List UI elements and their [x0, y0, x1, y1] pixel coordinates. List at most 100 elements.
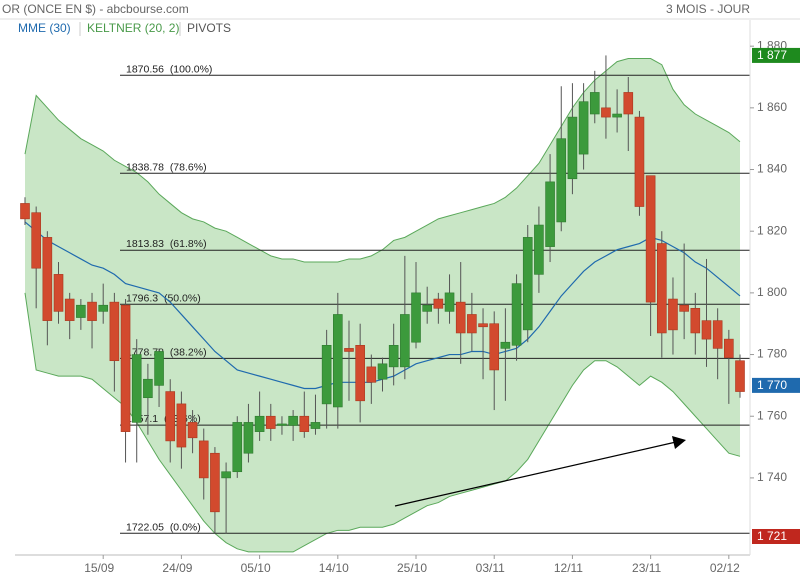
price-badge-label: 1 877 [757, 48, 787, 62]
pivot-label: 1813.83 (61.8%) [126, 238, 207, 250]
candle-body [355, 344, 365, 402]
candle-body [623, 92, 634, 115]
pivot-pct: (100.0%) [170, 63, 213, 75]
candle-body [668, 298, 678, 331]
candle-body [634, 116, 645, 207]
candle-body [433, 298, 444, 309]
candle-body [232, 422, 243, 473]
candle-body [400, 314, 410, 368]
price-badge [752, 377, 800, 393]
pivot-price: 1870.56 [126, 63, 164, 75]
candle-body [76, 304, 86, 318]
candle-body [612, 113, 622, 118]
pivot-price: 1757.1 [126, 413, 158, 425]
pivot-label: 1722.05 (0.0%) [126, 521, 201, 533]
y-tick-label: 1 840 [757, 162, 787, 176]
pivot-pct: (0.0%) [170, 521, 201, 533]
x-tick-label: 03/11 [476, 561, 505, 575]
candle-body [53, 274, 64, 312]
candle-body [556, 138, 567, 223]
candle-body [120, 304, 131, 432]
candle-body [411, 292, 421, 343]
price-badge [752, 528, 800, 544]
chart-title: OR (ONCE EN $) - abcbourse.com [2, 2, 189, 16]
keltner-upper [24, 58, 741, 263]
pivot-price: 1722.05 [126, 521, 164, 533]
candle-body [467, 314, 477, 334]
legend-keltner: KELTNER (20, 2) [87, 21, 179, 35]
candle-body [221, 471, 231, 479]
y-tick-label: 1 860 [757, 100, 787, 114]
candle-body [299, 415, 310, 432]
candle-body [567, 116, 578, 180]
y-tick-label: 1 780 [757, 347, 787, 361]
pivot-label: 1796.3 (50.0%) [126, 292, 201, 304]
candle-body [333, 314, 343, 408]
pivot-price: 1813.83 [126, 238, 164, 250]
candle-body [131, 354, 142, 423]
candle-body [422, 304, 432, 312]
pivot-label: 1870.56 (100.0%) [126, 63, 212, 75]
candle-body [165, 391, 176, 442]
candle-body [344, 348, 354, 352]
x-tick-label: 14/10 [319, 561, 349, 575]
candle-body [64, 298, 75, 321]
candle-body [701, 320, 712, 340]
keltner-lower [24, 292, 741, 553]
candle-body [511, 283, 522, 346]
trend-arrowhead [672, 436, 686, 449]
candle-body [578, 101, 589, 155]
pivot-price: 1838.78 [126, 161, 164, 173]
candle-body [321, 344, 332, 405]
y-tick-label: 1 740 [757, 470, 787, 484]
candle-body [679, 304, 689, 312]
candle-body [277, 423, 287, 426]
x-tick-label: 12/11 [554, 561, 583, 575]
pivot-pct: (61.8%) [170, 238, 207, 250]
x-tick-label: 02/12 [710, 561, 740, 575]
pivot-label: 1838.78 (78.6%) [126, 161, 207, 173]
x-tick-label: 15/09 [84, 561, 114, 575]
legend-ema: MME (30) [18, 21, 71, 35]
candle-body [489, 323, 500, 371]
candle-body [388, 344, 399, 368]
candle-body [154, 351, 164, 386]
pivot-pct: (38.2%) [170, 346, 207, 358]
x-tick-label: 25/10 [397, 561, 427, 575]
x-tick-label: 05/10 [241, 561, 271, 575]
candle-body [724, 338, 734, 358]
candle-body [690, 307, 701, 334]
candle-body [712, 320, 723, 349]
candle-body [601, 107, 611, 118]
candle-body [42, 237, 53, 321]
period-label: 3 MOIS - JOUR [666, 2, 750, 16]
candle-body [735, 360, 745, 392]
candle-body [31, 212, 41, 269]
price-badge-label: 1 721 [757, 529, 787, 543]
y-tick-label: 1 820 [757, 223, 787, 237]
candle-body [656, 243, 667, 334]
candle-body [210, 452, 220, 513]
legend-pivots: PIVOTS [187, 21, 231, 35]
pivot-pct: (50.0%) [164, 292, 201, 304]
x-tick-label: 24/09 [162, 561, 192, 575]
candle-body [645, 175, 656, 303]
candle-body [366, 366, 377, 383]
candle-body [254, 415, 265, 432]
candle-body [143, 378, 153, 399]
candle-body [534, 224, 544, 275]
candle-body [545, 181, 555, 247]
pivot-pct: (78.6%) [170, 161, 207, 173]
candle-body [444, 292, 455, 312]
candle-body [187, 422, 198, 439]
x-tick-label: 23/11 [632, 561, 661, 575]
pivot-price: 1796.3 [126, 292, 158, 304]
candle-body [243, 422, 254, 454]
candle-body [288, 415, 298, 426]
price-badge [752, 47, 800, 63]
y-tick-label: 1 760 [757, 408, 787, 422]
candle-body [176, 403, 187, 448]
candle-body [198, 440, 209, 479]
candle-body [20, 203, 30, 220]
